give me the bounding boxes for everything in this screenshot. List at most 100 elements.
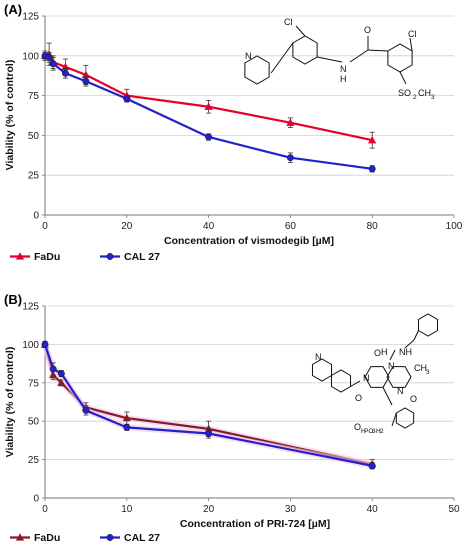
legend-label: FaDu: [34, 251, 60, 263]
y-tick-label: 75: [28, 378, 40, 389]
data-point: [82, 406, 90, 414]
x-tick-label: 40: [367, 504, 379, 515]
y-tick-label: 0: [33, 211, 39, 222]
bond: [350, 380, 361, 387]
bond: [317, 56, 343, 63]
y-axis-title: Viability (% of control): [4, 60, 16, 171]
bond: [270, 42, 294, 74]
x-tick-label: 80: [367, 221, 379, 232]
y-tick-label: 125: [22, 12, 39, 23]
atom-o: O: [364, 25, 371, 35]
x-tick-label: 0: [42, 504, 48, 515]
atom-sub: 3: [431, 94, 435, 101]
data-point: [41, 340, 49, 348]
atom-h: H: [361, 428, 366, 435]
ring-bond: [244, 55, 270, 85]
series-line: [43, 344, 373, 467]
series-fadu: [40, 340, 377, 470]
atom-n: N: [388, 361, 395, 371]
legend-marker: [106, 253, 114, 260]
bond: [409, 37, 413, 52]
atom-sub: 3: [372, 428, 376, 435]
legend-label: FaDu: [34, 532, 60, 544]
bond: [382, 387, 393, 406]
y-tick-label: 25: [28, 171, 40, 182]
bond: [404, 339, 415, 349]
x-tick-label: 100: [446, 221, 463, 232]
y-tick-label: 50: [28, 131, 40, 142]
legend-label: CAL 27: [124, 251, 160, 263]
atom-h: H: [381, 347, 388, 357]
legend-label: CAL 27: [124, 532, 160, 544]
data-point: [123, 95, 131, 103]
atom-n: N: [397, 386, 404, 396]
x-axis-title: Concentration of PRI-724 [µM]: [180, 518, 330, 530]
x-tick-label: 30: [285, 504, 297, 515]
panel-label: (B): [4, 292, 22, 307]
atom-n: N: [315, 352, 322, 362]
data-point: [205, 133, 213, 141]
data-point: [368, 462, 376, 470]
data-point: [368, 135, 377, 144]
atom-po: PO: [364, 428, 373, 435]
x-axis-title: Concentration of vismodegib [µM]: [164, 235, 334, 247]
y-axis-title: Viability (% of control): [4, 347, 16, 458]
atom-n: N: [363, 373, 370, 383]
x-tick-label: 10: [121, 504, 133, 515]
series-cal-27: [41, 52, 376, 173]
data-point: [61, 69, 69, 77]
series-glow: [42, 343, 373, 469]
panel-a: (A) 0 25 50 75 100 125 0 20 40 60 80 100 Concentratio…: [4, 2, 463, 263]
y-tick-label: 0: [33, 494, 39, 505]
atom-sub: 2: [413, 94, 417, 101]
atom-cl: Cl: [408, 29, 417, 39]
y-tick-label: 100: [22, 51, 39, 62]
bond: [399, 71, 407, 85]
legend: FaDu CAL 27: [10, 532, 160, 544]
y-tick-label: 50: [28, 417, 40, 428]
y-tick-label: 75: [28, 91, 40, 102]
series-glow: [42, 343, 373, 468]
x-tick-label: 0: [42, 221, 48, 232]
data-point: [204, 102, 213, 110]
panel-b: (B) 0 25 50 75 100 125 0 10 20 30 40 50 Concentration…: [4, 292, 460, 544]
legend-marker: [15, 533, 25, 541]
data-point: [368, 165, 376, 173]
ring-bond: [395, 407, 415, 429]
atom-h: H: [340, 74, 347, 84]
ring-bond: [386, 366, 412, 388]
series-cal-27: [41, 340, 376, 470]
atom-ch: CH: [418, 88, 431, 98]
atom-cl: Cl: [284, 17, 293, 27]
y-tick-label: 100: [22, 340, 39, 351]
data-point: [123, 423, 131, 431]
atom-ch: CH: [414, 363, 427, 373]
bond: [349, 49, 369, 63]
series-line: [44, 53, 373, 142]
legend-marker: [15, 252, 25, 260]
atom-n: N: [340, 64, 347, 74]
x-tick-label: 50: [448, 504, 460, 515]
bond: [389, 349, 396, 361]
atom-sub: 2: [380, 428, 384, 435]
data-point: [57, 378, 66, 386]
bond: [367, 49, 388, 52]
ring-bond: [330, 369, 352, 393]
atom-o: O: [374, 348, 381, 358]
data-point: [286, 154, 294, 162]
x-tick-label: 60: [285, 221, 297, 232]
legend-marker: [106, 534, 114, 541]
legend: FaDu CAL 27: [10, 251, 160, 263]
series-line: [43, 344, 373, 466]
bond: [295, 25, 306, 37]
ring-bond: [311, 358, 333, 382]
atom-o: O: [410, 394, 417, 404]
data-point: [122, 413, 131, 422]
x-tick-label: 40: [203, 221, 215, 232]
data-point: [82, 77, 90, 85]
bond: [391, 412, 397, 427]
bond: [413, 330, 419, 341]
